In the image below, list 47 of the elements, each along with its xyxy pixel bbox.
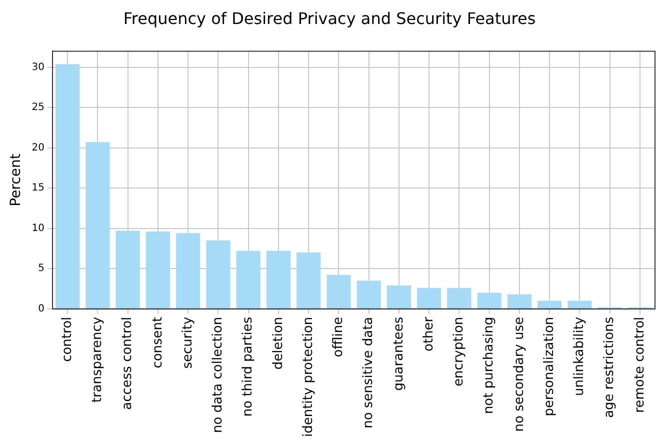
bar <box>86 142 110 308</box>
bar <box>447 288 472 308</box>
x-tick-label: remote control <box>632 316 648 413</box>
bar <box>326 275 351 308</box>
bar <box>116 230 140 308</box>
bar <box>176 233 200 308</box>
x-tick-label: offline <box>331 316 346 358</box>
y-tick-label: 10 <box>32 222 45 234</box>
y-tick-label: 20 <box>32 142 45 154</box>
x-tick-label: no sensitive data <box>361 316 376 428</box>
x-tick-label: age restrictions <box>602 316 618 418</box>
x-tick-label: deletion <box>270 316 286 370</box>
bar <box>417 288 442 308</box>
bar <box>386 286 411 308</box>
x-tick-label: identity protection <box>300 316 316 438</box>
bar <box>206 240 230 308</box>
y-tick-label: 0 <box>38 303 45 314</box>
y-tick-label: 30 <box>32 62 45 73</box>
x-tick-label: no data collection <box>210 316 226 433</box>
x-tick-label: not purchasing <box>482 316 497 414</box>
x-tick-label: unlinkability <box>572 316 588 396</box>
bar <box>56 64 80 308</box>
bar <box>146 232 170 308</box>
bar <box>236 250 260 308</box>
x-tick-label: security <box>180 316 196 369</box>
bar <box>538 300 562 308</box>
x-tick-label: encryption <box>452 316 467 386</box>
x-tick-label: access control <box>120 316 136 410</box>
bar <box>356 280 381 308</box>
x-tick-label: personalization <box>542 316 557 416</box>
y-tick-label: 5 <box>38 263 45 274</box>
y-axis-title: Percent <box>8 153 24 206</box>
bar <box>477 292 502 308</box>
chart-title: Frequency of Desired Privacy and Security Features <box>123 8 536 28</box>
bar <box>266 250 291 308</box>
x-tick-label: other <box>421 316 436 352</box>
x-tick-label: guarantees <box>391 316 406 391</box>
y-tick-label: 15 <box>32 182 45 194</box>
x-tick-label: no third parties <box>240 316 256 417</box>
x-tick-label: no secondary use <box>512 316 527 432</box>
bar <box>296 252 321 308</box>
x-tick-label: transparency <box>90 316 106 403</box>
y-tick-label: 25 <box>32 102 45 114</box>
bar <box>507 294 532 308</box>
x-tick-label: consent <box>150 316 166 368</box>
bar <box>568 300 592 308</box>
x-tick-label: control <box>60 316 75 362</box>
